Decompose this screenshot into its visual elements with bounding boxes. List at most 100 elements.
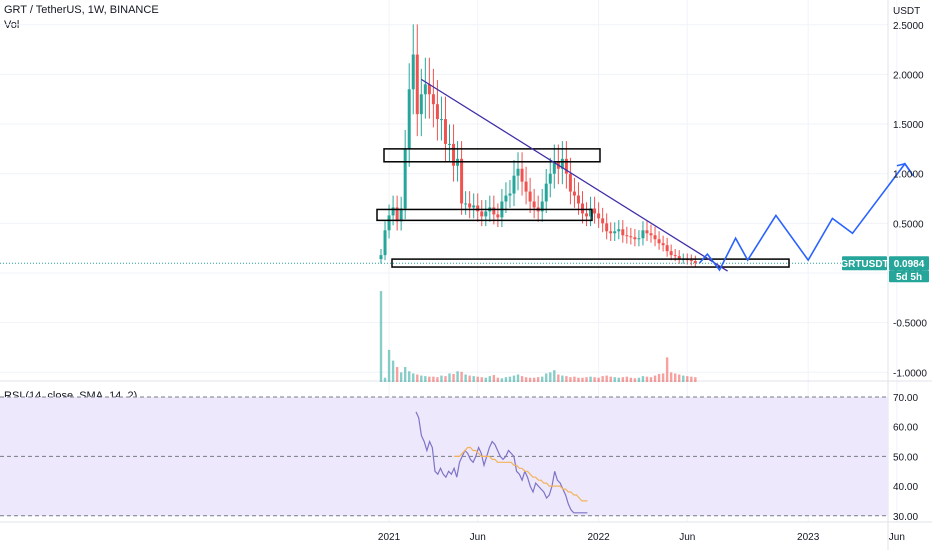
volume-bar [387,349,391,382]
volume-bar [581,377,584,382]
volume-bar [669,372,673,382]
candle [657,239,661,244]
volume-bar [472,376,475,382]
symbol-title: GRT / TetherUS, 1W, BINANCE [4,4,159,16]
candle [419,94,423,115]
candle [508,193,512,196]
candle [576,195,580,204]
volume-bar [488,376,492,382]
candle [641,230,645,239]
time-tick-label: 2023 [797,532,820,543]
volume-bar [512,375,516,382]
candle [528,191,532,202]
volume-bar [637,377,641,382]
volume-bar [686,376,689,382]
candle [520,168,524,182]
volume-bar [605,375,608,382]
volume-bar [456,371,459,382]
candle [383,230,387,256]
rsi-line [415,411,588,514]
volume-bar [516,374,520,382]
volume-bar [589,376,592,382]
volume-bar [416,374,419,382]
price-tick-label: 2.0000 [893,70,924,81]
candle [601,218,605,224]
volume-bar [408,371,411,382]
volume-bar [448,373,451,382]
volume-bar [444,376,447,382]
price-tick-label: 1.0000 [893,170,924,181]
candle [399,208,403,222]
candle [609,231,613,234]
volume-bar [609,376,612,382]
volume-bar [436,377,439,382]
rsi-tick-label: 60.00 [893,423,918,434]
countdown-badge [889,270,929,283]
candle [589,208,593,217]
candle [548,173,552,184]
candle [524,181,528,192]
volume-bar [468,375,471,382]
volume-bar [399,372,403,382]
candle [452,143,456,166]
candle [448,143,452,145]
candle [649,233,653,236]
candle [625,235,629,237]
time-tick-label: 2022 [587,532,610,543]
volume-bar [541,376,544,382]
volume-bar [508,376,512,382]
volume-bar [690,376,693,382]
candle [653,235,657,240]
candle [673,255,677,257]
volume-bar [593,377,596,382]
candle [637,238,641,240]
volume-bar [678,374,681,382]
candle [629,236,633,238]
candle [564,158,568,174]
price-badge-value: 0.0984 [894,259,925,270]
volume-bar [383,377,387,382]
rsi-ma-line [454,446,588,502]
candle [415,54,419,115]
candle [395,207,399,222]
candle [403,148,407,209]
candle [581,203,584,214]
candle [568,173,572,192]
volume-bar [480,377,483,382]
candle [661,243,665,246]
volume-bar [613,377,616,382]
volume-bar [625,376,629,382]
time-tick-label: Jun [889,532,905,543]
time-tick-label: Jun [679,532,695,543]
volume-bar [484,377,487,382]
volume-bar [682,375,685,382]
price-tick-label: 1.5000 [893,120,924,131]
volume-bar [665,357,669,382]
time-tick-label: 2021 [378,532,401,543]
volume-bar [569,377,572,382]
candle [560,158,564,169]
volume-bar [424,376,427,382]
support-resistance-zone [383,148,601,163]
volume-bar [403,367,407,382]
candle [617,229,621,232]
candle [427,84,431,95]
volume-bar [452,373,455,382]
volume-bar [629,377,633,382]
candle [411,54,415,90]
candle [439,119,443,121]
volume-bar [536,377,540,382]
volume-bar [460,371,463,382]
volume-bar [597,377,600,382]
volume-bar [561,375,564,382]
volume-bar [420,375,423,382]
projected-path [698,162,914,272]
volume-bar [673,373,677,382]
volume-bar [524,377,528,382]
candle [633,237,637,240]
rsi-tick-label: 30.00 [893,512,918,523]
volume-bar [500,378,504,382]
candle [476,205,480,212]
candle [504,195,508,202]
